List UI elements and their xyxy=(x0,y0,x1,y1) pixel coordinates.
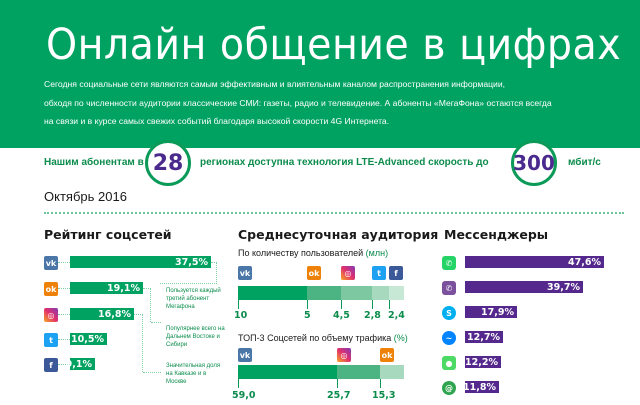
tick xyxy=(380,379,381,388)
traffic-stacked-bar xyxy=(238,365,404,379)
vk-icon: vk xyxy=(44,256,58,270)
value-label: 10 xyxy=(234,310,248,321)
tick xyxy=(238,300,239,309)
ratings-title: Рейтинг соцсетей xyxy=(44,227,172,242)
intro-line: Сегодня социальные сети являются самым э… xyxy=(44,79,506,89)
note-connector xyxy=(143,372,161,373)
leader-line xyxy=(58,288,70,289)
traffic-unit: (%) xyxy=(393,333,408,343)
facebook-messenger-icon: ~ xyxy=(442,331,456,345)
tick xyxy=(341,300,342,309)
lte-text-middle: регионах доступна технология LTE-Advance… xyxy=(200,157,489,168)
value-label: 25,7 xyxy=(327,390,351,401)
note-connector xyxy=(143,288,151,322)
traffic-label: ТОП-3 Соцсетей по объему трафика xyxy=(238,333,392,343)
tick xyxy=(238,379,239,388)
audience-title: Среднесуточная аудитория xyxy=(238,227,439,242)
vk-icon: vk xyxy=(238,348,252,362)
facebook-icon: f xyxy=(389,266,403,280)
segment-instagram xyxy=(337,365,380,379)
tick xyxy=(389,300,390,309)
users-label: По количеству пользователей xyxy=(238,248,364,258)
segment-facebook xyxy=(389,286,404,300)
value-label: 15,3 xyxy=(372,390,396,401)
instagram-icon: ◎ xyxy=(337,348,351,362)
leader-line xyxy=(58,314,70,315)
imessage-icon: ● xyxy=(442,356,456,370)
leader-line xyxy=(58,339,70,340)
speed-badge: 300 xyxy=(511,140,557,186)
rating-bar-instagram: 16,8% xyxy=(70,308,134,320)
rating-bar-facebook: 9,1% xyxy=(66,358,95,370)
tick xyxy=(307,300,308,309)
page-title: Онлайн общение в цифрах xyxy=(46,20,622,70)
value-label: 2,8 xyxy=(364,310,381,321)
odnoklassniki-icon: ok xyxy=(307,266,321,280)
leader-line xyxy=(58,262,70,263)
messenger-bar-fb-messenger: 12,7% xyxy=(465,331,503,343)
users-unit: (млн) xyxy=(365,248,389,258)
users-subtitle: По количеству пользователей (млн) xyxy=(238,248,388,258)
leader-line xyxy=(58,364,70,365)
tick xyxy=(372,300,373,309)
rating-bar-vk: 37,5% xyxy=(70,256,211,268)
odnoklassniki-icon: ok xyxy=(44,282,58,296)
note-connector xyxy=(160,283,217,284)
messenger-bar-other: 11,8% xyxy=(463,381,499,393)
whatsapp-icon: ✆ xyxy=(442,256,456,270)
intro-line: обходя по численности аудитории классиче… xyxy=(44,97,552,108)
instagram-icon: ◎ xyxy=(44,308,58,322)
vk-icon: vk xyxy=(238,266,252,280)
segment-ok xyxy=(380,365,404,379)
intro-text: Сегодня социальные сети являются самым э… xyxy=(44,75,604,131)
rating-bar-ok: 19,1% xyxy=(70,282,143,294)
note-connector xyxy=(134,314,143,372)
value-label: 4,5 xyxy=(333,310,350,321)
skype-icon: S xyxy=(442,306,456,320)
viber-icon: ✆ xyxy=(442,281,456,295)
regions-count-badge: 28 xyxy=(145,140,191,186)
messenger-bar-whatsapp: 47,6% xyxy=(465,256,604,268)
other-messenger-icon: @ xyxy=(442,381,456,395)
value-label: 5 xyxy=(304,310,311,321)
note-vk: Пользуется каждый третий абонент Мегафон… xyxy=(166,288,221,310)
value-label: 2,4 xyxy=(388,310,405,321)
divider xyxy=(44,212,624,214)
note-ok: Популярнее всего на Дальнем Востоке и Си… xyxy=(166,326,225,348)
users-stacked-bar xyxy=(238,286,404,300)
odnoklassniki-icon: ok xyxy=(380,348,394,362)
facebook-icon: f xyxy=(44,358,58,372)
hero-banner xyxy=(0,0,640,148)
instagram-icon: ◎ xyxy=(341,266,355,280)
intro-line: на связи и в курсе самых свежих событий … xyxy=(44,116,390,126)
tick xyxy=(337,379,338,388)
messengers-title: Мессенджеры xyxy=(444,227,549,242)
messenger-bar-viber: 39,7% xyxy=(465,281,583,293)
segment-instagram xyxy=(341,286,372,300)
messenger-bar-skype: 17,9% xyxy=(465,306,517,318)
segment-twitter xyxy=(372,286,389,300)
note-instagram: Значительная доля на Кавказе и в Москве xyxy=(166,363,221,385)
value-label: 59,0 xyxy=(232,390,256,401)
period-label: Октябрь 2016 xyxy=(44,189,127,204)
twitter-icon: t xyxy=(44,333,58,347)
messenger-bar-imessage: 12,2% xyxy=(465,356,501,368)
segment-ok xyxy=(307,286,341,300)
traffic-subtitle: ТОП-3 Соцсетей по объему трафика (%) xyxy=(238,333,408,343)
rating-bar-twitter: 10,5% xyxy=(70,333,107,345)
twitter-icon: t xyxy=(372,266,386,280)
note-connector xyxy=(211,262,217,282)
segment-vk xyxy=(238,286,307,300)
lte-text-before: Нашим абонентам в xyxy=(44,157,144,168)
segment-vk xyxy=(238,365,337,379)
lte-unit: мбит/с xyxy=(568,157,601,168)
note-connector xyxy=(151,322,161,323)
